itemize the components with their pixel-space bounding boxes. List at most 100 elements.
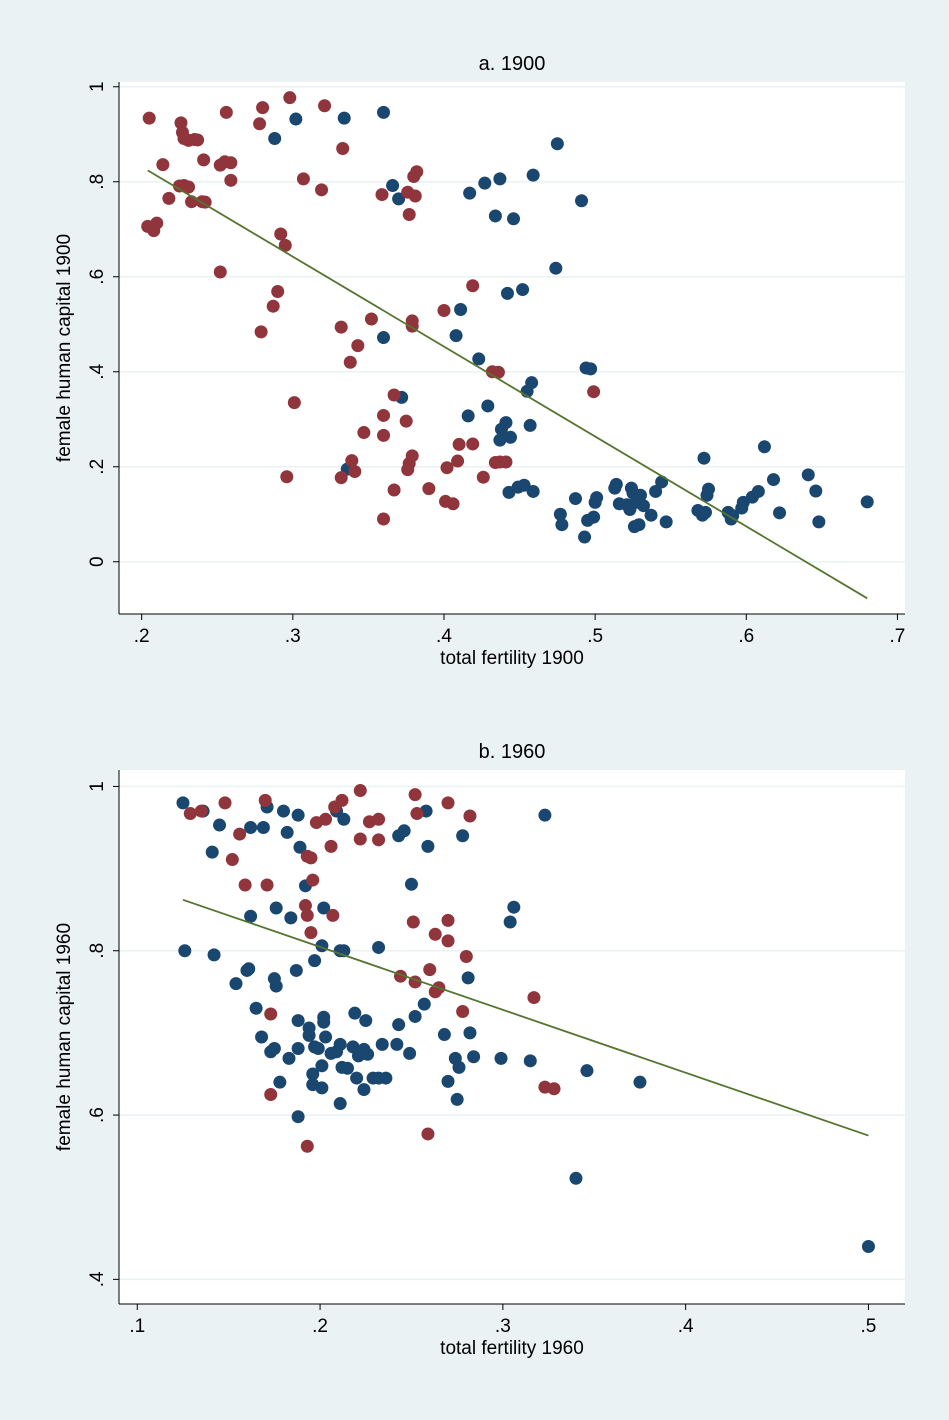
- scatter-point-series-2: [182, 180, 196, 194]
- scatter-point-series-2: [300, 1139, 314, 1153]
- scatter-point-series-2: [357, 426, 371, 440]
- x-tick-label: .6: [738, 626, 754, 647]
- scatter-point-series-1: [357, 1083, 371, 1097]
- scatter-point-series-1: [550, 137, 564, 151]
- scatter-point-series-1: [291, 1014, 305, 1028]
- scatter-point-series-1: [277, 804, 291, 818]
- scatter-point-series-1: [377, 105, 391, 119]
- scatter-point-series-2: [334, 471, 348, 485]
- scatter-point-series-1: [478, 176, 492, 190]
- scatter-point-series-2: [459, 949, 473, 963]
- scatter-point-series-2: [377, 512, 391, 526]
- scatter-point-series-1: [379, 1071, 393, 1085]
- scatter-point-series-1: [333, 1097, 347, 1111]
- scatter-point-series-1: [523, 1054, 537, 1068]
- scatter-point-series-2: [406, 915, 420, 929]
- x-tick-label: .2: [134, 626, 150, 647]
- scatter-point-series-1: [249, 1001, 263, 1015]
- scatter-point-series-1: [481, 399, 495, 413]
- scatter-point-series-1: [289, 963, 303, 977]
- scatter-point-series-1: [359, 1014, 373, 1028]
- scatter-point-series-2: [402, 208, 416, 222]
- scatter-point-series-1: [337, 812, 351, 826]
- scatter-point-series-1: [306, 1067, 320, 1081]
- scatter-point-series-2: [401, 463, 415, 477]
- scatter-point-series-1: [449, 329, 463, 343]
- scatter-point-series-2: [264, 1007, 278, 1021]
- y-axis-title: female human capital 1900: [54, 234, 75, 462]
- scatter-point-series-2: [446, 497, 460, 511]
- scatter-point-series-1: [337, 111, 351, 125]
- x-axis-title: total fertility 1900: [440, 648, 584, 669]
- scatter-point-series-1: [454, 303, 468, 317]
- scatter-point-series-1: [575, 194, 589, 208]
- scatter-point-series-1: [452, 1060, 466, 1074]
- scatter-point-series-1: [526, 484, 540, 498]
- scatter-point-series-1: [463, 1026, 477, 1040]
- scatter-point-series-1: [450, 1092, 464, 1106]
- scatter-point-series-1: [461, 971, 475, 985]
- scatter-point-series-1: [267, 1042, 281, 1056]
- scatter-point-series-1: [441, 1074, 455, 1088]
- scatter-point-series-1: [538, 808, 552, 822]
- scatter-point-series-1: [702, 482, 715, 496]
- scatter-point-series-1: [503, 915, 517, 929]
- scatter-point-series-1: [751, 484, 765, 498]
- scatter-point-series-1: [269, 979, 283, 993]
- scatter-point-series-2: [364, 312, 378, 326]
- scatter-point-series-1: [580, 1064, 594, 1078]
- scatter-point-series-1: [461, 409, 475, 423]
- scatter-point-series-1: [655, 475, 669, 489]
- scatter-point-series-2: [280, 470, 294, 484]
- scatter-point-series-2: [258, 793, 272, 807]
- scatter-point-series-2: [162, 191, 176, 205]
- scatter-point-series-2: [336, 142, 350, 155]
- scatter-point-series-1: [317, 901, 331, 915]
- scatter-point-series-2: [334, 320, 348, 334]
- scatter-point-series-2: [283, 91, 297, 105]
- x-axis-title: total fertility 1960: [440, 1338, 584, 1359]
- scatter-point-series-1: [584, 362, 598, 376]
- scatter-point-series-1: [207, 948, 221, 962]
- scatter-point-series-2: [466, 437, 480, 451]
- scatter-point-series-2: [324, 839, 338, 853]
- scatter-point-series-2: [218, 796, 232, 810]
- scatter-point-series-2: [224, 173, 238, 187]
- y-tick-label: 1: [87, 81, 108, 92]
- scatter-point-series-1: [291, 1110, 305, 1124]
- scatter-point-series-1: [348, 1006, 362, 1020]
- scatter-point-series-1: [578, 530, 592, 544]
- scatter-point-series-2: [399, 414, 413, 428]
- scatter-point-series-2: [372, 833, 386, 847]
- scatter-point-series-2: [499, 455, 513, 469]
- y-tick-label: .2: [87, 459, 108, 475]
- fit-line: [147, 169, 868, 600]
- scatter-point-series-2: [423, 963, 437, 977]
- scatter-point-series-2: [441, 934, 455, 948]
- scatter-point-series-2: [315, 183, 329, 197]
- scatter-point-series-2: [476, 470, 490, 484]
- scatter-point-series-2: [318, 99, 332, 113]
- scatter-point-series-2: [410, 807, 424, 821]
- scatter-point-series-2: [451, 454, 465, 468]
- scatter-point-series-1: [698, 505, 712, 519]
- x-tick-label: .1: [129, 1316, 145, 1337]
- scatter-point-series-1: [417, 997, 431, 1011]
- scatter-point-series-1: [404, 877, 418, 891]
- scatter-point-series-2: [266, 299, 280, 313]
- scatter-point-series-2: [287, 396, 301, 410]
- scatter-point-series-2: [343, 355, 357, 369]
- scatter-point-series-1: [302, 1028, 316, 1042]
- scatter-point-series-2: [260, 878, 274, 892]
- scatter-point-series-2: [387, 388, 401, 402]
- x-tick-label: .5: [861, 1316, 877, 1337]
- scatter-point-series-2: [150, 216, 164, 230]
- scatter-point-series-1: [516, 283, 530, 297]
- scatter-point-series-1: [549, 261, 563, 275]
- scatter-point-series-2: [407, 170, 421, 184]
- scatter-point-series-1: [244, 821, 258, 835]
- scatter-point-series-2: [527, 991, 541, 1005]
- scatter-point-series-2: [319, 812, 333, 826]
- scatter-point-series-2: [422, 482, 436, 496]
- plot-area: [119, 82, 905, 614]
